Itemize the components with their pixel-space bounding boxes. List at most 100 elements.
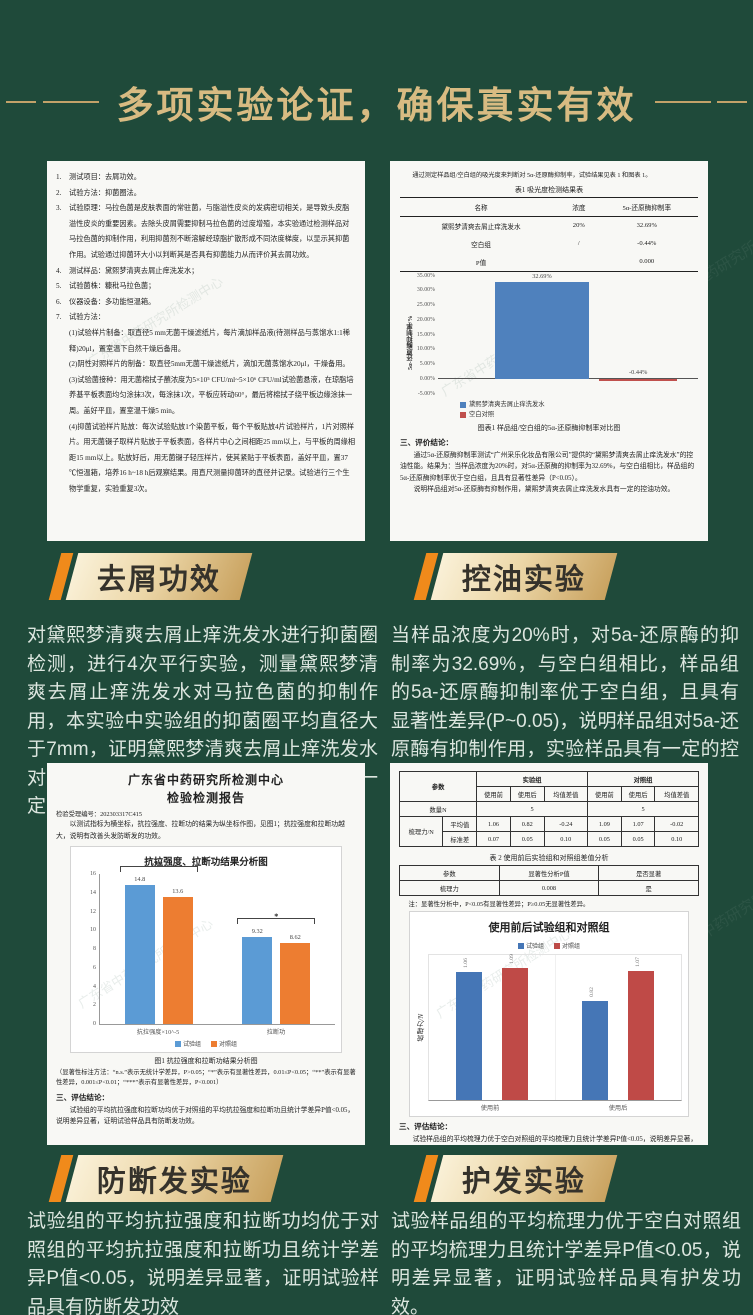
- list-subitem: (4)抑菌试验样片贴放：每次试验贴放1个染菌平板，每个平板贴放4片试验样片，1片…: [69, 422, 356, 493]
- comb-conclusion: 试验样品组的平均梳理力优于空白对照组的平均梳理力且统计学差异P值<0.05，说明…: [412, 1136, 698, 1143]
- legend-item: 对照组: [211, 1039, 237, 1048]
- row-label: 平均值: [442, 816, 478, 832]
- bar-group: 9.32 8.62 *: [218, 874, 336, 1024]
- list-subitem: (3)试验菌接种：用无菌棉拭子蘸浓度为5×10⁵ CFU/ml~5×10⁶ CF…: [69, 375, 354, 415]
- bar-对照组: 1.09: [502, 954, 528, 1100]
- row-label: 标准差: [442, 831, 478, 847]
- x-axis-label: 拉断功: [266, 1029, 286, 1036]
- list-item-text: 测试样品：黛熙梦清爽去屑止痒洗发水；: [69, 266, 199, 275]
- sub-header: 使用后: [509, 786, 545, 802]
- table-cell: 黛熙梦清爽去屑止痒洗发水: [441, 223, 521, 231]
- report-panel-oil: 广东省中药研究所检测中心 通过测定样品组/空白组的吸光度来判断对 5α-还原酶抑…: [390, 161, 708, 541]
- legend-swatch: [554, 942, 560, 949]
- bar-对照组: 8.62: [280, 934, 311, 1024]
- legend-item: 试验组: [517, 941, 544, 950]
- table-row: 梳理力/N 平均值 1.06 0.82 -0.24 1.09 1.07 -0.02: [398, 816, 699, 847]
- table-cell: -0.02: [654, 816, 699, 832]
- list-item-number: 7.: [56, 313, 62, 322]
- bar-value-label: 1.06: [463, 958, 469, 968]
- oil-chart-caption: 图表1 样品组/空白组的5α-还原酶抑制率对比图: [477, 423, 621, 432]
- table-cell: 0.07: [476, 831, 511, 847]
- oil-legend: 黛熙梦清爽去屑止痒洗发水 空白对照: [460, 400, 698, 420]
- table-cell: 0.82: [509, 816, 545, 832]
- header-line: [6, 101, 36, 103]
- oil-intro: 通过测定样品组/空白组的吸光度来判断对 5α-还原酶抑制率，试验结果见表 1 和…: [412, 172, 652, 179]
- y-axis-label: 梳理力/N: [417, 1013, 425, 1042]
- y-tick-label: 10.00%: [416, 346, 435, 353]
- significance-footnote: （显著性标注方法：“n.s.”表示无统计学差异，P>0.05；“*”表示有显著性…: [56, 1069, 356, 1086]
- bar-blank: [599, 378, 678, 381]
- legend-swatch: [460, 411, 466, 418]
- strength-plot-area: 14.8 13.6 ** 9.32 8.62 *: [99, 860, 336, 1025]
- report-panel-strength: 广东省中药研究所检测中心 广东省中药研究所检测中心 检验检测报告 检验受理编号：…: [47, 763, 365, 1145]
- header-line: [42, 101, 99, 103]
- y-tick-label: 10: [90, 927, 96, 934]
- bar-group: 1.06 1.09: [429, 954, 555, 1100]
- significance-bracket: **: [119, 860, 198, 873]
- comb-chart: 使用前后试验组和对照组 试验组 对照组 梳理力/N 1.06 1.09 0.82 1.0…: [409, 911, 689, 1117]
- y-tick-label: -5.00%: [417, 390, 435, 397]
- legend-item: 黛熙梦清爽去屑止痒洗发水: [460, 400, 698, 410]
- oil-chart: 5α-还原酶抑制率/% 35.00% 30.00% 25.00% 20.00% 15.0…: [400, 272, 698, 397]
- report-title: 检验检测报告: [166, 791, 245, 805]
- y-tick-label: 30.00%: [416, 287, 435, 294]
- badge-anti-breakage: 防断发实验: [48, 1155, 284, 1202]
- legend-label: 空白对照: [469, 410, 495, 418]
- legend-label: 试验组: [525, 944, 544, 950]
- bar-value-label: 13.6: [172, 887, 184, 895]
- comb-plot-area: 1.06 1.09 0.82 1.07: [428, 954, 682, 1101]
- significance-bracket: *: [237, 912, 316, 924]
- comb-legend: 试验组 对照组: [416, 941, 682, 950]
- y-tick-label: 8: [93, 946, 96, 952]
- comb-conclusion-heading: 三、评估结论：: [399, 1122, 453, 1131]
- column-header: 参数: [399, 865, 500, 881]
- strength-chart: 抗拉强度、拉断功结果分析图 16 14 12 10 8 6 4 2 0 14.8 13.6 ** 9.…: [70, 846, 342, 1053]
- column-header: 显著性分析P值: [498, 865, 600, 881]
- table-row: 黛熙梦清爽去屑止痒洗发水 20% 32.69%: [400, 216, 698, 235]
- legend-item: 对照组: [554, 941, 580, 950]
- significance-label: *: [274, 911, 279, 921]
- list-subitem: (1)试验样片制备：取直径5 mm无菌干燥滤纸片，每片滴加样品液(待测样品与蒸馏…: [69, 328, 350, 353]
- table-row: P值 0.000: [400, 253, 698, 271]
- strength-conclusion: 试验组的平均抗拉强度和拉断功均优于对照组的平均抗拉强度和拉断功且统计学差异P值<…: [56, 1106, 355, 1126]
- table-row: 梳理力 0.008 是: [399, 880, 699, 896]
- bar-value-label: 1.07: [635, 956, 641, 967]
- report-panel-comb: 广东省中药研究所检测中心 参数实验组对照组使用前使用后均值差值使用前使用后均值差…: [390, 763, 708, 1145]
- table-row: 数量N 5 5: [398, 801, 699, 817]
- legend-swatch: [174, 1040, 181, 1047]
- significance-note: 注：显著性分析中，P<0.05有显著性差异；P≥0.05无显著性差异。: [408, 901, 590, 908]
- column-header: 5α-还原酶抑制率: [622, 204, 672, 212]
- table-cell: -0.44%: [637, 240, 657, 247]
- y-tick-label: 35.00%: [416, 272, 435, 279]
- list-item: 1. 测试项目：去屑功效。: [56, 170, 356, 186]
- diff-table-title: 表 2 使用前后实验组和对照组差值分析: [489, 854, 609, 862]
- x-axis-label: 使用前: [480, 1105, 500, 1112]
- legend-label: 对照组: [562, 944, 581, 950]
- bar-group: 0.82 1.07: [555, 955, 681, 1100]
- list-item-number: 1.: [56, 173, 62, 181]
- y-axis-ticks: 16 14 12 10 8 6 4 2 0: [77, 871, 99, 1027]
- table-cell: 梳理力: [399, 880, 500, 896]
- column-header: 浓度: [572, 204, 586, 212]
- badge-oil: 控油实验: [413, 553, 618, 600]
- table-cell: 1.06: [476, 816, 511, 832]
- table-cell: /: [577, 240, 580, 247]
- table-cell: 0.10: [654, 831, 699, 847]
- badge-label: 去屑功效: [97, 563, 222, 596]
- y-axis-ticks: 35.00% 30.00% 25.00% 20.00% 15.00% 10.00% 5.00…: [416, 272, 438, 397]
- list-item: 5. 试验菌株：糠秕马拉色菌；: [56, 279, 356, 295]
- oil-conclusion-heading: 三、评价结论：: [400, 437, 454, 447]
- table-cell: 1.09: [587, 816, 622, 832]
- comb-force-table: 参数 实验组 对照组 使用前 使用后 均值差值 使用前 使用后 均值差值 数量N 5 5 梳理力/N 平均…: [398, 771, 699, 847]
- y-tick-label: 25.00%: [416, 302, 435, 308]
- diff-analysis-table: 参数 显著性分析P值 是否显著 梳理力 0.008 是: [399, 865, 699, 896]
- x-axis-label: 抗拉强度×10^-5: [136, 1029, 180, 1036]
- list-item: 3. 试验原理：马拉色菌是皮肤表面的常驻菌，与脂溢性皮炎的发病密切相关，是导致头皮…: [56, 201, 356, 263]
- y-tick-label: 0.00%: [419, 375, 435, 382]
- lab-name: 广东省中药研究所检测中心: [127, 773, 284, 787]
- list-item-number: 2.: [56, 188, 62, 197]
- row-label: 数量N: [398, 801, 478, 817]
- strength-intro: 以测试指标为横坐标，抗拉强度、拉断功的结果为纵坐标作图，见图1；抗拉强度和拉断功…: [56, 821, 345, 840]
- table-row: 参数 显著性分析P值 是否显著: [399, 865, 699, 881]
- list-item: 2. 试验方法：抑菌圈法。: [56, 186, 356, 202]
